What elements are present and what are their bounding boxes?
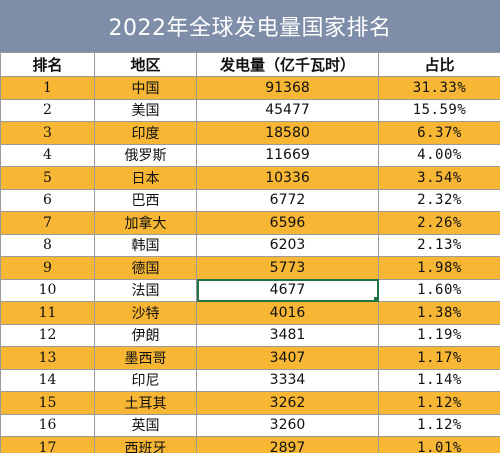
region-cell[interactable]: 伊朗 (94, 323, 197, 347)
share-cell[interactable]: 31.33% (378, 76, 500, 100)
region-cell[interactable]: 俄罗斯 (94, 143, 197, 167)
share-cell[interactable]: 2.26% (378, 211, 500, 235)
header-rank[interactable]: 排名 (0, 52, 95, 77)
rank-cell[interactable]: 13 (0, 346, 95, 370)
rank-cell[interactable]: 11 (0, 301, 95, 325)
region-cell[interactable]: 墨西哥 (94, 346, 197, 370)
region-cell[interactable]: 沙特 (94, 301, 197, 325)
share-cell[interactable]: 1.17% (378, 346, 500, 370)
region-cell[interactable]: 法国 (94, 278, 197, 302)
rank-cell[interactable]: 3 (0, 121, 95, 145)
region-cell[interactable]: 加拿大 (94, 211, 197, 235)
rank-cell[interactable]: 5 (0, 166, 95, 190)
rank-cell[interactable]: 6 (0, 188, 95, 212)
table-row: 8 韩国 6203 2.13% (0, 233, 500, 257)
region-cell[interactable]: 西班牙 (94, 436, 197, 453)
share-cell[interactable]: 1.98% (378, 256, 500, 280)
output-cell[interactable]: 10336 (196, 166, 379, 190)
region-cell[interactable]: 美国 (94, 98, 197, 122)
share-cell[interactable]: 1.19% (378, 323, 500, 347)
region-cell[interactable]: 日本 (94, 166, 197, 190)
output-cell[interactable]: 3262 (196, 391, 379, 415)
table-row: 16 英国 3260 1.12% (0, 413, 500, 437)
rank-cell[interactable]: 10 (0, 278, 95, 302)
table-row: 11 沙特 4016 1.38% (0, 301, 500, 325)
rank-cell[interactable]: 9 (0, 256, 95, 280)
fill-handle[interactable] (374, 297, 378, 301)
output-cell[interactable]: 11669 (196, 143, 379, 167)
rank-cell[interactable]: 2 (0, 98, 95, 122)
rank-cell[interactable]: 16 (0, 413, 95, 437)
ranking-table: 排名 地区 发电量（亿千瓦时） 占比 1 中国 91368 31.33% 2 美国 4547… (0, 52, 500, 453)
rank-cell[interactable]: 1 (0, 76, 95, 100)
region-cell[interactable]: 印尼 (94, 368, 197, 392)
rank-cell[interactable]: 15 (0, 391, 95, 415)
table-row: 9 德国 5773 1.98% (0, 256, 500, 280)
share-cell[interactable]: 1.60% (378, 278, 500, 302)
output-cell[interactable]: 45477 (196, 98, 379, 122)
table-row: 2 美国 45477 15.59% (0, 98, 500, 122)
output-cell[interactable]: 6203 (196, 233, 379, 257)
output-cell[interactable]: 4016 (196, 301, 379, 325)
region-cell[interactable]: 中国 (94, 76, 197, 100)
selected-cell[interactable]: 4677 (196, 278, 379, 302)
header-region[interactable]: 地区 (94, 52, 197, 77)
share-cell[interactable]: 1.12% (378, 413, 500, 437)
header-output[interactable]: 发电量（亿千瓦时） (196, 52, 379, 77)
header-row: 排名 地区 发电量（亿千瓦时） 占比 (0, 52, 500, 77)
share-cell[interactable]: 2.13% (378, 233, 500, 257)
output-cell[interactable]: 91368 (196, 76, 379, 100)
table-row: 6 巴西 6772 2.32% (0, 188, 500, 212)
table-row: 10 法国 4677 1.60% (0, 278, 500, 302)
output-cell[interactable]: 3260 (196, 413, 379, 437)
rank-cell[interactable]: 17 (0, 436, 95, 453)
rank-cell[interactable]: 4 (0, 143, 95, 167)
table-row: 4 俄罗斯 11669 4.00% (0, 143, 500, 167)
share-cell[interactable]: 1.38% (378, 301, 500, 325)
share-cell[interactable]: 1.14% (378, 368, 500, 392)
rank-cell[interactable]: 7 (0, 211, 95, 235)
table-row: 14 印尼 3334 1.14% (0, 368, 500, 392)
output-cell[interactable]: 6596 (196, 211, 379, 235)
table-row: 3 印度 18580 6.37% (0, 121, 500, 145)
output-cell[interactable]: 6772 (196, 188, 379, 212)
output-cell[interactable]: 5773 (196, 256, 379, 280)
region-cell[interactable]: 德国 (94, 256, 197, 280)
output-cell[interactable]: 2897 (196, 436, 379, 453)
share-cell[interactable]: 15.59% (378, 98, 500, 122)
rank-cell[interactable]: 8 (0, 233, 95, 257)
table-title[interactable]: 2022年全球发电量国家排名 (0, 0, 500, 53)
table-row: 1 中国 91368 31.33% (0, 76, 500, 100)
table-row: 17 西班牙 2897 1.01% (0, 436, 500, 453)
output-cell[interactable]: 3407 (196, 346, 379, 370)
rank-cell[interactable]: 12 (0, 323, 95, 347)
table-row: 15 土耳其 3262 1.12% (0, 391, 500, 415)
table-row: 7 加拿大 6596 2.26% (0, 211, 500, 235)
share-cell[interactable]: 3.54% (378, 166, 500, 190)
header-share[interactable]: 占比 (378, 52, 500, 77)
table-row: 13 墨西哥 3407 1.17% (0, 346, 500, 370)
region-cell[interactable]: 土耳其 (94, 391, 197, 415)
share-cell[interactable]: 2.32% (378, 188, 500, 212)
rank-cell[interactable]: 14 (0, 368, 95, 392)
table-row: 12 伊朗 3481 1.19% (0, 323, 500, 347)
share-cell[interactable]: 6.37% (378, 121, 500, 145)
share-cell[interactable]: 1.12% (378, 391, 500, 415)
output-cell[interactable]: 18580 (196, 121, 379, 145)
output-cell[interactable]: 3334 (196, 368, 379, 392)
region-cell[interactable]: 韩国 (94, 233, 197, 257)
region-cell[interactable]: 印度 (94, 121, 197, 145)
region-cell[interactable]: 英国 (94, 413, 197, 437)
table-row: 5 日本 10336 3.54% (0, 166, 500, 190)
region-cell[interactable]: 巴西 (94, 188, 197, 212)
output-cell[interactable]: 3481 (196, 323, 379, 347)
share-cell[interactable]: 4.00% (378, 143, 500, 167)
share-cell[interactable]: 1.01% (378, 436, 500, 453)
